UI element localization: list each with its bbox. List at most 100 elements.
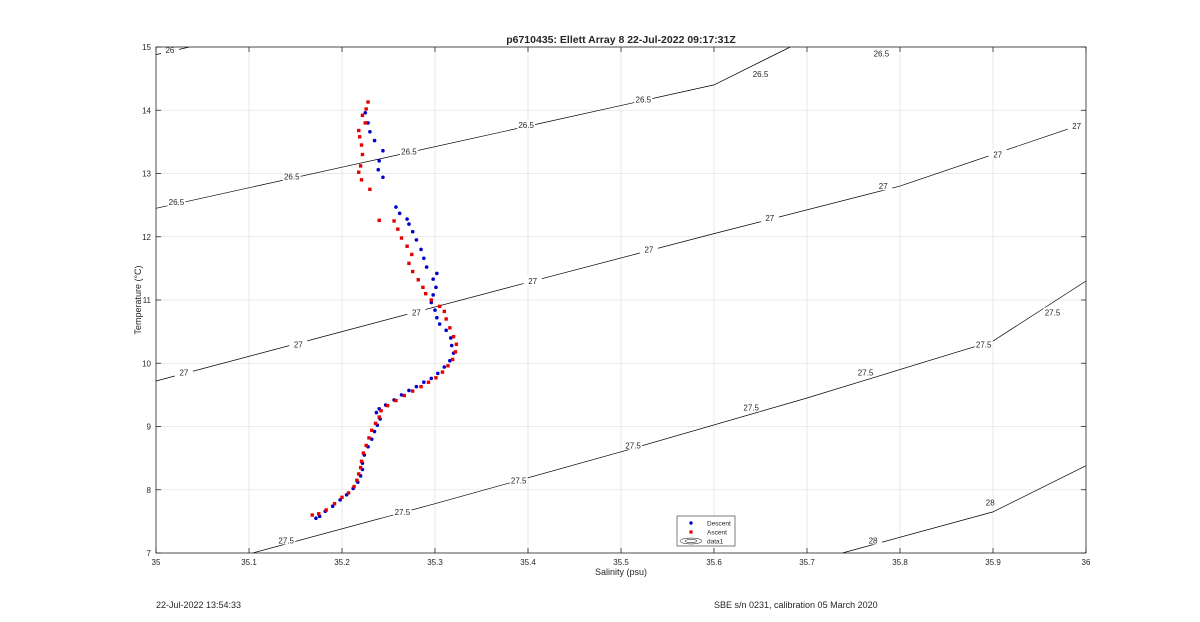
ascent-point bbox=[363, 121, 367, 125]
ascent-point bbox=[450, 357, 455, 362]
contour-label: 26.5 bbox=[753, 70, 769, 79]
ascent-point bbox=[373, 421, 378, 426]
descent-point bbox=[366, 121, 370, 125]
contour-label-bg bbox=[523, 276, 542, 286]
ascent-point bbox=[451, 334, 456, 339]
ascent-point bbox=[357, 135, 362, 139]
y-tick-label: 11 bbox=[143, 296, 152, 305]
ascent-point bbox=[424, 291, 428, 296]
contour-label: 27.5 bbox=[511, 476, 527, 485]
ascent-point bbox=[364, 107, 368, 111]
ascent-point bbox=[377, 415, 381, 419]
contour-label: 27 bbox=[765, 214, 774, 223]
legend-label-data1: data1 bbox=[707, 539, 724, 546]
contour-label: 27 bbox=[1072, 122, 1081, 131]
ascent-point bbox=[448, 326, 452, 330]
contour-label-bg bbox=[872, 48, 891, 58]
ascent-point bbox=[440, 370, 445, 374]
contour-label-bg bbox=[874, 181, 893, 191]
ascent-point bbox=[370, 428, 374, 432]
contour-label: 27.5 bbox=[1045, 309, 1061, 318]
x-tick-label: 35.3 bbox=[427, 558, 443, 567]
ascent-point bbox=[410, 389, 415, 393]
contour-label-bg bbox=[639, 244, 658, 254]
descent-point bbox=[376, 167, 381, 172]
ascent-point bbox=[366, 100, 370, 104]
ascent-point bbox=[310, 513, 314, 517]
x-tick-label: 35.7 bbox=[799, 558, 815, 567]
contour-label-bg bbox=[517, 119, 536, 129]
print-timestamp: 22-Jul-2022 13:54:33 bbox=[156, 600, 242, 610]
contour-label: 26.5 bbox=[874, 49, 890, 58]
ascent-point bbox=[444, 317, 448, 321]
contour-label-bg bbox=[1043, 307, 1062, 317]
descent-point bbox=[422, 256, 426, 261]
ascent-point bbox=[453, 350, 458, 354]
descent-point bbox=[314, 516, 318, 521]
descent-point bbox=[433, 308, 437, 312]
ascent-point bbox=[360, 152, 365, 157]
contour-label: 28 bbox=[869, 536, 878, 545]
contour-label: 26.5 bbox=[169, 198, 185, 207]
contour-label-bg bbox=[1067, 121, 1086, 131]
descent-point bbox=[414, 238, 419, 242]
descent-point bbox=[374, 410, 379, 415]
axes-box bbox=[155, 46, 1087, 554]
contour-label-bg bbox=[167, 196, 186, 206]
descent-point bbox=[431, 277, 435, 281]
x-tick-label: 35.5 bbox=[613, 558, 629, 567]
descent-point bbox=[449, 343, 454, 348]
contour-label: 27.5 bbox=[278, 536, 294, 545]
y-tick-label: 13 bbox=[142, 170, 151, 179]
contour-label: 27 bbox=[644, 245, 653, 254]
ascent-point bbox=[410, 252, 414, 257]
contour-label: 27.5 bbox=[858, 369, 874, 378]
contour-label-bg bbox=[160, 45, 179, 55]
legend-contour-marker bbox=[679, 537, 703, 545]
ascent-point bbox=[416, 278, 420, 282]
ascent-point bbox=[402, 393, 407, 398]
descent-point bbox=[424, 265, 429, 269]
legend-descent-marker bbox=[689, 521, 693, 525]
contour-label: 27 bbox=[179, 369, 188, 378]
descent-point bbox=[448, 358, 452, 363]
y-tick-label: 9 bbox=[147, 423, 152, 432]
contour-label-bg bbox=[399, 146, 418, 156]
contour-label-bg bbox=[751, 69, 770, 79]
contour-label: 28 bbox=[986, 498, 995, 507]
ascent-point bbox=[394, 398, 398, 403]
ascent-point bbox=[357, 472, 361, 476]
contour-line-28 bbox=[842, 465, 1087, 554]
descent-point bbox=[397, 211, 402, 216]
ascent-point bbox=[396, 227, 400, 231]
ascent-point bbox=[364, 443, 368, 448]
legend-contour-marker-inner bbox=[684, 539, 698, 543]
contour-label-bg bbox=[289, 339, 308, 349]
contour-label-bg bbox=[634, 94, 653, 104]
ascent-point bbox=[359, 459, 364, 463]
ascent-point bbox=[437, 304, 442, 309]
x-tick-label: 35.4 bbox=[520, 558, 536, 567]
contour-label-bg bbox=[988, 149, 1007, 159]
sensor-calibration-note: SBE s/n 0231, calibration 05 March 2020 bbox=[714, 600, 878, 610]
contour-label: 27 bbox=[412, 309, 421, 318]
descent-point bbox=[444, 328, 448, 333]
y-tick-label: 8 bbox=[147, 486, 152, 495]
descent-point bbox=[363, 110, 368, 115]
descent-point bbox=[414, 384, 419, 389]
ascent-point bbox=[407, 261, 411, 266]
descent-point bbox=[449, 336, 453, 340]
x-axis-label: Salinity (psu) bbox=[595, 567, 647, 577]
ascent-point bbox=[317, 512, 321, 516]
descent-point bbox=[372, 429, 377, 434]
ascent-point bbox=[332, 501, 337, 506]
contour-label: 27.5 bbox=[625, 441, 641, 450]
y-axis-label: Temperature (°C) bbox=[133, 265, 143, 334]
ascent-point bbox=[358, 465, 363, 470]
descent-point bbox=[407, 388, 411, 393]
contour-label: 26 bbox=[165, 46, 174, 55]
legend-ascent-marker bbox=[689, 530, 693, 534]
contour-label: 26.5 bbox=[636, 95, 652, 104]
ascent-point bbox=[368, 187, 372, 192]
